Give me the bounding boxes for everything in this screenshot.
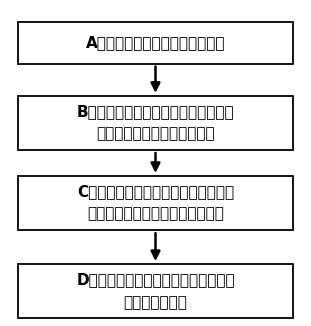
Text: C、根据构建的扩展时滞不确定状态空
间模型设计出满足控制律的控制器: C、根据构建的扩展时滞不确定状态空 间模型设计出满足控制律的控制器 [77, 185, 234, 222]
FancyBboxPatch shape [18, 176, 293, 230]
Text: A、构建时滞不确定状态空间模型: A、构建时滞不确定状态空间模型 [86, 35, 225, 50]
FancyBboxPatch shape [18, 96, 293, 150]
FancyBboxPatch shape [18, 264, 293, 319]
FancyBboxPatch shape [18, 22, 293, 64]
Text: B、将构建的时滞状态空间模型转化为
扩展时滞不确定状态空间模型: B、将构建的时滞状态空间模型转化为 扩展时滞不确定状态空间模型 [77, 104, 234, 141]
Text: D、采用线性矩阵不等式的形式对控制
器增益进行求解: D、采用线性矩阵不等式的形式对控制 器增益进行求解 [76, 273, 235, 310]
